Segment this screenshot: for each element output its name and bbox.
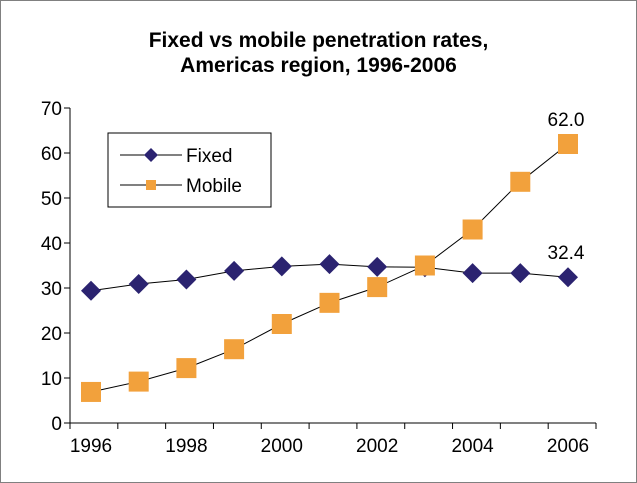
y-tick-label: 10 — [41, 369, 62, 390]
data-labels: 32.4 62.0 — [548, 110, 585, 264]
point-mobile — [510, 171, 531, 192]
legend: Fixed Mobile — [107, 132, 272, 208]
chart-title: Fixed vs mobile penetration rates, Ameri… — [0, 28, 637, 78]
data-label-mobile: 62.0 — [548, 110, 585, 131]
point-mobile — [558, 134, 578, 154]
x-tick-label: 2000 — [261, 436, 303, 457]
legend-box — [107, 132, 272, 208]
x-tick-label: 2002 — [356, 436, 398, 457]
point-fixed — [462, 263, 483, 284]
y-tick-label: 60 — [41, 144, 62, 165]
y-tick-label: 50 — [41, 189, 62, 210]
x-tick-label: 1996 — [70, 436, 112, 457]
point-fixed — [176, 269, 197, 290]
point-fixed — [319, 254, 340, 275]
legend-fixed-marker — [144, 148, 158, 162]
chart-title-line-1: Fixed vs mobile penetration rates, — [148, 29, 489, 52]
point-fixed — [367, 256, 388, 277]
point-mobile — [176, 358, 197, 379]
point-fixed — [128, 273, 149, 294]
y-tick-label: 20 — [41, 324, 62, 345]
point-mobile — [367, 277, 388, 298]
legend-mobile-marker — [146, 180, 156, 190]
legend-fixed-label: Fixed — [186, 146, 232, 167]
point-fixed — [510, 263, 531, 284]
point-mobile — [128, 371, 149, 392]
legend-mobile-label: Mobile — [186, 176, 242, 197]
point-mobile — [81, 381, 101, 402]
point-fixed — [81, 280, 101, 301]
point-fixed — [558, 267, 578, 288]
point-fixed — [224, 260, 245, 281]
y-tick-label: 0 — [51, 414, 62, 435]
x-tick-label: 1998 — [165, 436, 207, 457]
point-mobile — [271, 314, 292, 334]
point-fixed — [271, 256, 292, 277]
y-tick-label: 30 — [41, 279, 62, 300]
axes: 0 10 20 30 40 50 60 70 1996 1998 2000 2002 2004 2006 — [41, 99, 597, 457]
point-mobile — [414, 255, 435, 276]
data-label-fixed: 32.4 — [548, 243, 585, 264]
x-tick-label: 2004 — [451, 436, 494, 457]
point-mobile — [319, 292, 340, 313]
point-mobile — [224, 339, 245, 360]
chart-title-line-2: Americas region, 1996-2006 — [180, 54, 457, 77]
y-tick-label: 70 — [41, 99, 62, 120]
point-mobile — [462, 219, 483, 240]
y-tick-label: 40 — [41, 234, 62, 255]
x-tick-label: 2006 — [547, 436, 589, 457]
series-markers — [81, 134, 578, 402]
